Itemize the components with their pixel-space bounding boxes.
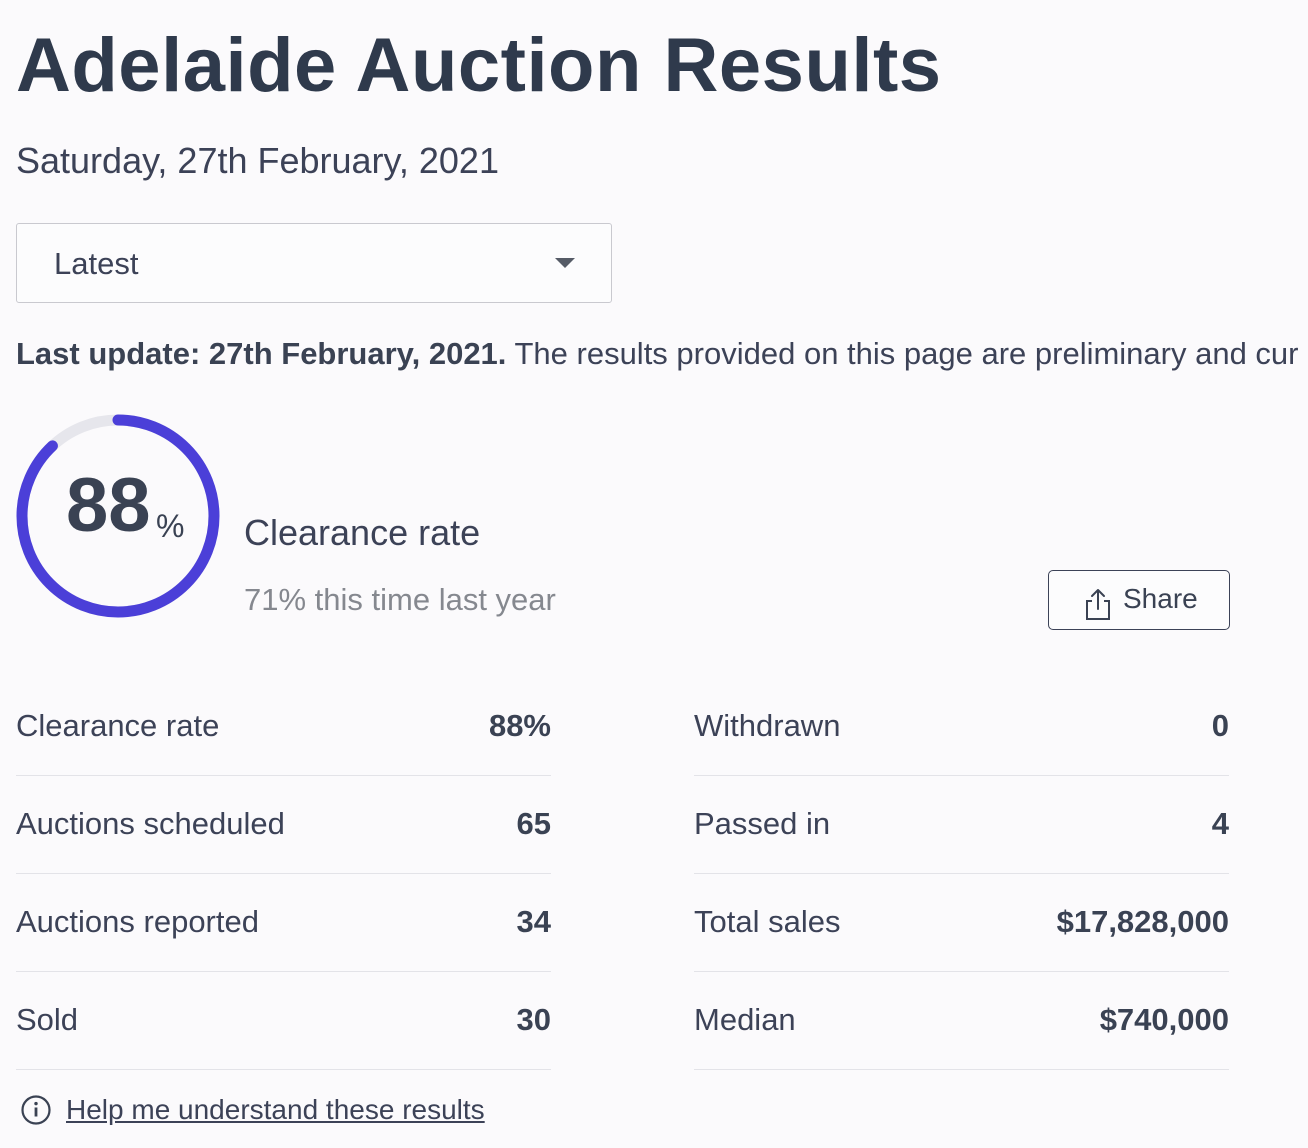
stat-value: 65 — [516, 806, 551, 841]
stat-value: 4 — [1211, 806, 1229, 841]
stat-label: Passed in — [694, 806, 831, 841]
clearance-rate-label: Clearance rate — [244, 512, 481, 553]
stat-row-auctions-reported: Auctions reported 34 — [16, 874, 551, 972]
stat-row-passed-in: Passed in 4 — [694, 776, 1229, 874]
stat-value: 0 — [1211, 708, 1229, 743]
period-select-value: Latest — [54, 246, 139, 281]
stat-label: Auctions scheduled — [16, 806, 285, 841]
stat-value: $17,828,000 — [1056, 904, 1229, 939]
clearance-gauge — [16, 414, 220, 618]
stat-value: 88% — [488, 708, 551, 743]
stat-value: 30 — [516, 1002, 551, 1037]
stat-label: Sold — [16, 1002, 79, 1037]
last-update-text: The results provided on this page are pr… — [506, 336, 1299, 371]
stat-row-sold: Sold 30 — [16, 972, 551, 1070]
gauge-percent-sign: % — [156, 508, 185, 544]
clearance-rate-comparison: 71% this time last year — [244, 582, 556, 617]
info-icon — [21, 1095, 51, 1125]
stat-row-clearance-rate: Clearance rate 88% — [16, 678, 551, 776]
stat-row-auctions-scheduled: Auctions scheduled 65 — [16, 776, 551, 874]
share-icon — [1086, 589, 1110, 620]
stat-row-median: Median $740,000 — [694, 972, 1229, 1070]
stat-row-total-sales: Total sales $17,828,000 — [694, 874, 1229, 972]
stats-left-column: Clearance rate 88% Auctions scheduled 65… — [16, 678, 551, 1070]
stats-right-column: Withdrawn 0 Passed in 4 Total sales $17,… — [694, 678, 1229, 1070]
results-date: Saturday, 27th February, 2021 — [16, 140, 499, 181]
share-button-label: Share — [1123, 583, 1198, 614]
page-title: Adelaide Auction Results — [16, 23, 942, 108]
stat-label: Median — [694, 1002, 796, 1037]
last-update-note: Last update: 27th February, 2021. The re… — [16, 336, 1308, 372]
stat-value: $740,000 — [1099, 1002, 1229, 1037]
stat-label: Clearance rate — [16, 708, 220, 743]
period-select[interactable]: Latest — [16, 223, 612, 303]
stat-value: 34 — [516, 904, 551, 939]
stat-label: Total sales — [694, 904, 841, 939]
chevron-down-icon — [555, 258, 575, 268]
gauge-value: 88 — [66, 463, 151, 548]
gauge-arc — [16, 414, 220, 618]
stat-label: Auctions reported — [16, 904, 259, 939]
stat-label: Withdrawn — [694, 708, 841, 743]
last-update-date: Last update: 27th February, 2021. — [16, 336, 507, 371]
share-button[interactable]: Share — [1048, 570, 1230, 630]
help-understand-results-link[interactable]: Help me understand these results — [66, 1094, 485, 1125]
stat-row-withdrawn: Withdrawn 0 — [694, 678, 1229, 776]
help-link-row: Help me understand these results — [20, 1094, 485, 1126]
